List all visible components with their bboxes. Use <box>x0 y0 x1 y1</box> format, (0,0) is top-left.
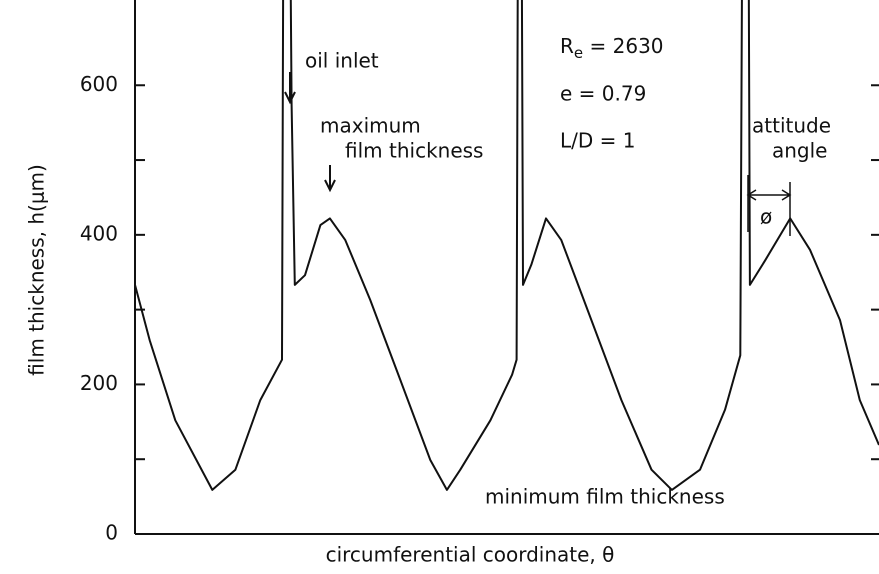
annotation: maximum <box>320 114 421 138</box>
y-tick-label: 0 <box>105 521 118 545</box>
annotation: minimum film thickness <box>485 485 725 509</box>
x-axis-label: circumferential coordinate, θ <box>326 543 615 567</box>
annotation: L/D = 1 <box>560 129 635 153</box>
y-tick-label: 200 <box>80 371 118 395</box>
arrow <box>324 165 336 193</box>
arrow <box>284 72 296 105</box>
y-tick-label: 400 <box>80 221 118 245</box>
annotation: e = 0.79 <box>560 82 646 106</box>
annotation-part: = 2630 <box>583 34 663 58</box>
annotation: angle <box>772 139 828 163</box>
annotation: ø <box>760 205 772 229</box>
dimension-arrow <box>746 175 792 236</box>
annotation: attitude <box>752 114 831 138</box>
annotation: oil inlet <box>305 49 379 73</box>
annotation: film thickness <box>345 139 483 163</box>
annotation-part: e <box>574 44 583 62</box>
line-series <box>135 0 879 491</box>
y-axis-label: film thickness, h(μm) <box>25 164 49 376</box>
annotation-part: R <box>560 34 574 58</box>
annotation: Re = 2630 <box>560 34 664 62</box>
y-tick-label: 600 <box>80 72 118 96</box>
